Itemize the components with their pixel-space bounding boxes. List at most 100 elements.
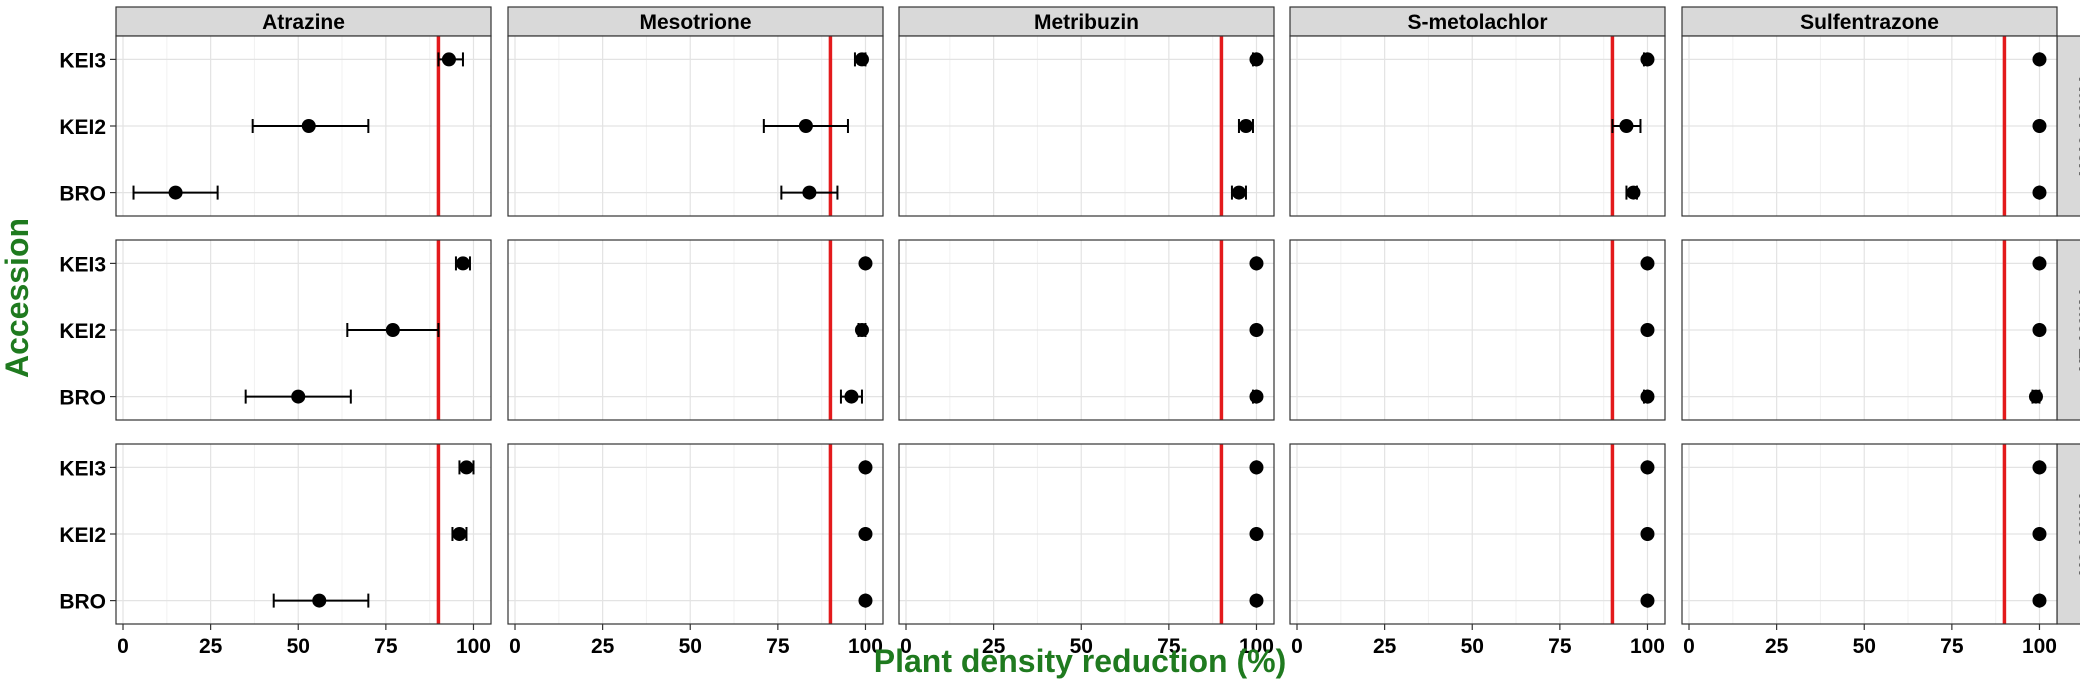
x-tick-label: 0 [1291, 635, 1303, 658]
x-tick-label: 25 [199, 635, 223, 658]
data-point [1640, 389, 1655, 404]
panel-border [898, 35, 1275, 217]
facet-strips: Atrazine Mesotrione Metribuzin S-metolachlo… [115, 6, 2080, 625]
x-tick-label: 100 [848, 635, 883, 658]
panel [898, 443, 1275, 625]
y-tick-labels: KEI3 KEI2 BRO KEI3 KEI2 BRO KEI3 KEI2 BRO [59, 49, 116, 614]
panel-border [898, 239, 1275, 421]
data-point [1238, 119, 1253, 133]
strip-label: Metribuzin [1034, 11, 1139, 34]
data-point [858, 527, 873, 541]
panel-border [898, 443, 1275, 625]
y-tick-label: KEI2 [59, 320, 106, 343]
panel-border [1681, 239, 2058, 421]
x-tick-label: 0 [117, 635, 129, 658]
data-point [1619, 119, 1634, 133]
x-tick-label: 75 [374, 635, 398, 658]
y-tick-label: KEI2 [59, 524, 106, 547]
data-point [301, 119, 316, 133]
x-tick-label: 0 [900, 635, 912, 658]
x-tick-labels: 0 25 50 75 100 0 25 50 75 100 0 25 50 75 100 0 25 50 75 100… [117, 624, 2057, 658]
panel [507, 443, 884, 625]
data-point [1626, 185, 1641, 200]
x-tick-label: 25 [1373, 635, 1397, 658]
strip-s-metolachlor [1289, 6, 1666, 37]
data-point [2032, 460, 2047, 475]
x-tick-label: 0 [1683, 635, 1695, 658]
data-point [858, 593, 873, 608]
panel [1681, 443, 2058, 625]
y-tick-label: BRO [59, 591, 106, 614]
y-tick-label: KEI3 [59, 253, 106, 276]
panel [507, 239, 884, 421]
panel [898, 35, 1275, 217]
panel [507, 35, 884, 217]
data-point [1249, 323, 1264, 337]
data-point [1231, 185, 1246, 200]
x-tick-label: 50 [1070, 635, 1093, 658]
data-point [452, 527, 467, 541]
panel-border [507, 443, 884, 625]
panel-border [1289, 239, 1666, 421]
data-point [854, 323, 869, 337]
data-point [312, 593, 327, 608]
data-point [798, 119, 813, 133]
data-point [2032, 185, 2047, 200]
strip-metribuzin [898, 6, 1275, 37]
data-point [385, 323, 400, 337]
data-point [1640, 323, 1655, 337]
panel-border [507, 239, 884, 421]
data-point [1640, 593, 1655, 608]
y-tick-label: KEI3 [59, 49, 106, 72]
data-point [1640, 527, 1655, 541]
x-tick-label: 100 [1630, 635, 1665, 658]
panel [898, 239, 1275, 421]
y-tick-label: BRO [59, 387, 106, 410]
panel-border [1681, 443, 2058, 625]
x-tick-label: 25 [982, 635, 1006, 658]
strip-label: Rate: 0.5x [2075, 76, 2080, 176]
y-axis-title: Accession [0, 218, 35, 378]
data-point [459, 460, 474, 475]
x-tick-label: 50 [679, 635, 702, 658]
strip-label: Sulfentrazone [1800, 11, 1939, 34]
data-point [1249, 460, 1264, 475]
strip-label: S-metolachlor [1407, 11, 1547, 34]
strip-label: Rate: 1x [2075, 289, 2080, 371]
x-tick-label: 100 [2022, 635, 2057, 658]
x-tick-label: 75 [1157, 635, 1181, 658]
data-point [1249, 389, 1264, 404]
panel [1681, 239, 2058, 421]
data-point [2032, 256, 2047, 271]
data-point [2032, 323, 2047, 337]
data-point [2028, 389, 2043, 404]
x-tick-label: 75 [1548, 635, 1572, 658]
data-point [2032, 593, 2047, 608]
data-point [1640, 52, 1655, 67]
data-point [1640, 256, 1655, 271]
data-point [2032, 119, 2047, 133]
facet-panels [115, 35, 2058, 625]
x-tick-label: 25 [591, 635, 615, 658]
data-point [858, 460, 873, 475]
panel-border [1289, 443, 1666, 625]
data-point [1249, 256, 1264, 271]
x-tick-label: 50 [1461, 635, 1484, 658]
y-tick-label: BRO [59, 183, 106, 206]
x-tick-label: 50 [1853, 635, 1876, 658]
data-point [1249, 527, 1264, 541]
data-point [1249, 52, 1264, 67]
strip-label: Rate: 3x [2075, 493, 2080, 575]
strip-label: Mesotrione [639, 11, 751, 34]
panel [1289, 35, 1666, 217]
x-tick-label: 75 [766, 635, 790, 658]
x-tick-label: 25 [1765, 635, 1789, 658]
data-point [2032, 527, 2047, 541]
data-point [291, 389, 306, 404]
data-point [455, 256, 470, 271]
data-point [168, 185, 183, 200]
data-point [844, 389, 859, 404]
panel-border [507, 35, 884, 217]
y-tick-label: KEI2 [59, 116, 106, 139]
